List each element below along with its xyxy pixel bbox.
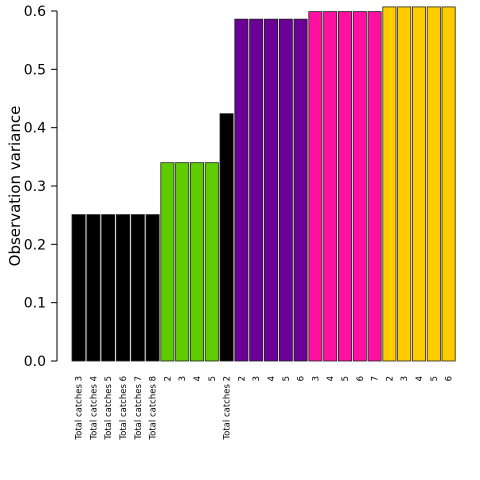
bar [86, 214, 101, 362]
bar [411, 6, 426, 362]
y-tick-label: 0.0 [24, 354, 46, 370]
x-tick-label: 3 [252, 376, 262, 381]
x-tick-label: 2 [163, 376, 173, 381]
bar [175, 162, 190, 362]
bar [367, 11, 382, 362]
y-axis: 0.0 0.1 0.2 0.3 0.4 0.5 0.6 [24, 4, 58, 370]
y-tick-label: 0.6 [24, 4, 46, 20]
bar [219, 113, 234, 362]
x-tick-label: 3 [311, 376, 321, 381]
bar [323, 11, 338, 362]
x-tick-label: Total catches 4 [89, 376, 99, 441]
x-tick-label: Total catches 6 [119, 376, 129, 441]
x-tick-label: Total catches 7 [134, 376, 144, 441]
bar [234, 18, 249, 362]
bar [249, 18, 264, 362]
x-tick-label: 5 [430, 376, 440, 381]
x-tick-label: 5 [341, 376, 351, 381]
bar [71, 214, 86, 362]
y-tick-label: 0.4 [24, 121, 46, 137]
bar [352, 11, 367, 362]
y-axis-label: Observation variance [6, 106, 24, 267]
y-tick-label: 0.5 [24, 62, 46, 78]
x-tick-labels: Total catches 3 Total catches 4 Total catc… [75, 376, 455, 441]
x-tick-label: 6 [356, 376, 366, 381]
bar [116, 214, 131, 362]
bar [160, 162, 175, 362]
x-tick-label: 4 [267, 376, 277, 381]
x-tick-label: 4 [415, 376, 425, 381]
bar [441, 6, 456, 362]
x-tick-label: 6 [445, 376, 455, 381]
bar [145, 214, 160, 362]
x-tick-label: 5 [208, 376, 218, 381]
y-tick-label: 0.2 [24, 237, 46, 253]
bar [278, 18, 293, 362]
bar [130, 214, 145, 362]
bars [71, 6, 456, 362]
x-tick-label: Total catches 3 [75, 376, 85, 441]
x-tick-label: 4 [326, 376, 336, 381]
x-tick-label: Total catches 5 [104, 376, 114, 441]
x-tick-label: 7 [371, 376, 381, 381]
x-tick-label: 5 [282, 376, 292, 381]
x-tick-label: 2 [237, 376, 247, 381]
bar [263, 18, 278, 362]
bar [189, 162, 204, 362]
bar [426, 6, 441, 362]
x-tick-label: Total catches 2 [223, 376, 233, 441]
bar [101, 214, 116, 362]
y-tick-label: 0.1 [24, 296, 46, 312]
bar [204, 162, 219, 362]
bar [397, 6, 412, 362]
x-tick-label: 2 [385, 376, 395, 381]
y-tick-label: 0.3 [24, 179, 46, 195]
x-tick-label: 6 [297, 376, 307, 381]
bar [308, 11, 323, 362]
bar [293, 18, 308, 362]
x-tick-label: 4 [193, 376, 203, 381]
bar [337, 11, 352, 362]
x-tick-label: 3 [178, 376, 188, 381]
x-tick-label: 3 [400, 376, 410, 381]
x-tick-label: Total catches 8 [149, 376, 159, 441]
bar [382, 6, 397, 362]
